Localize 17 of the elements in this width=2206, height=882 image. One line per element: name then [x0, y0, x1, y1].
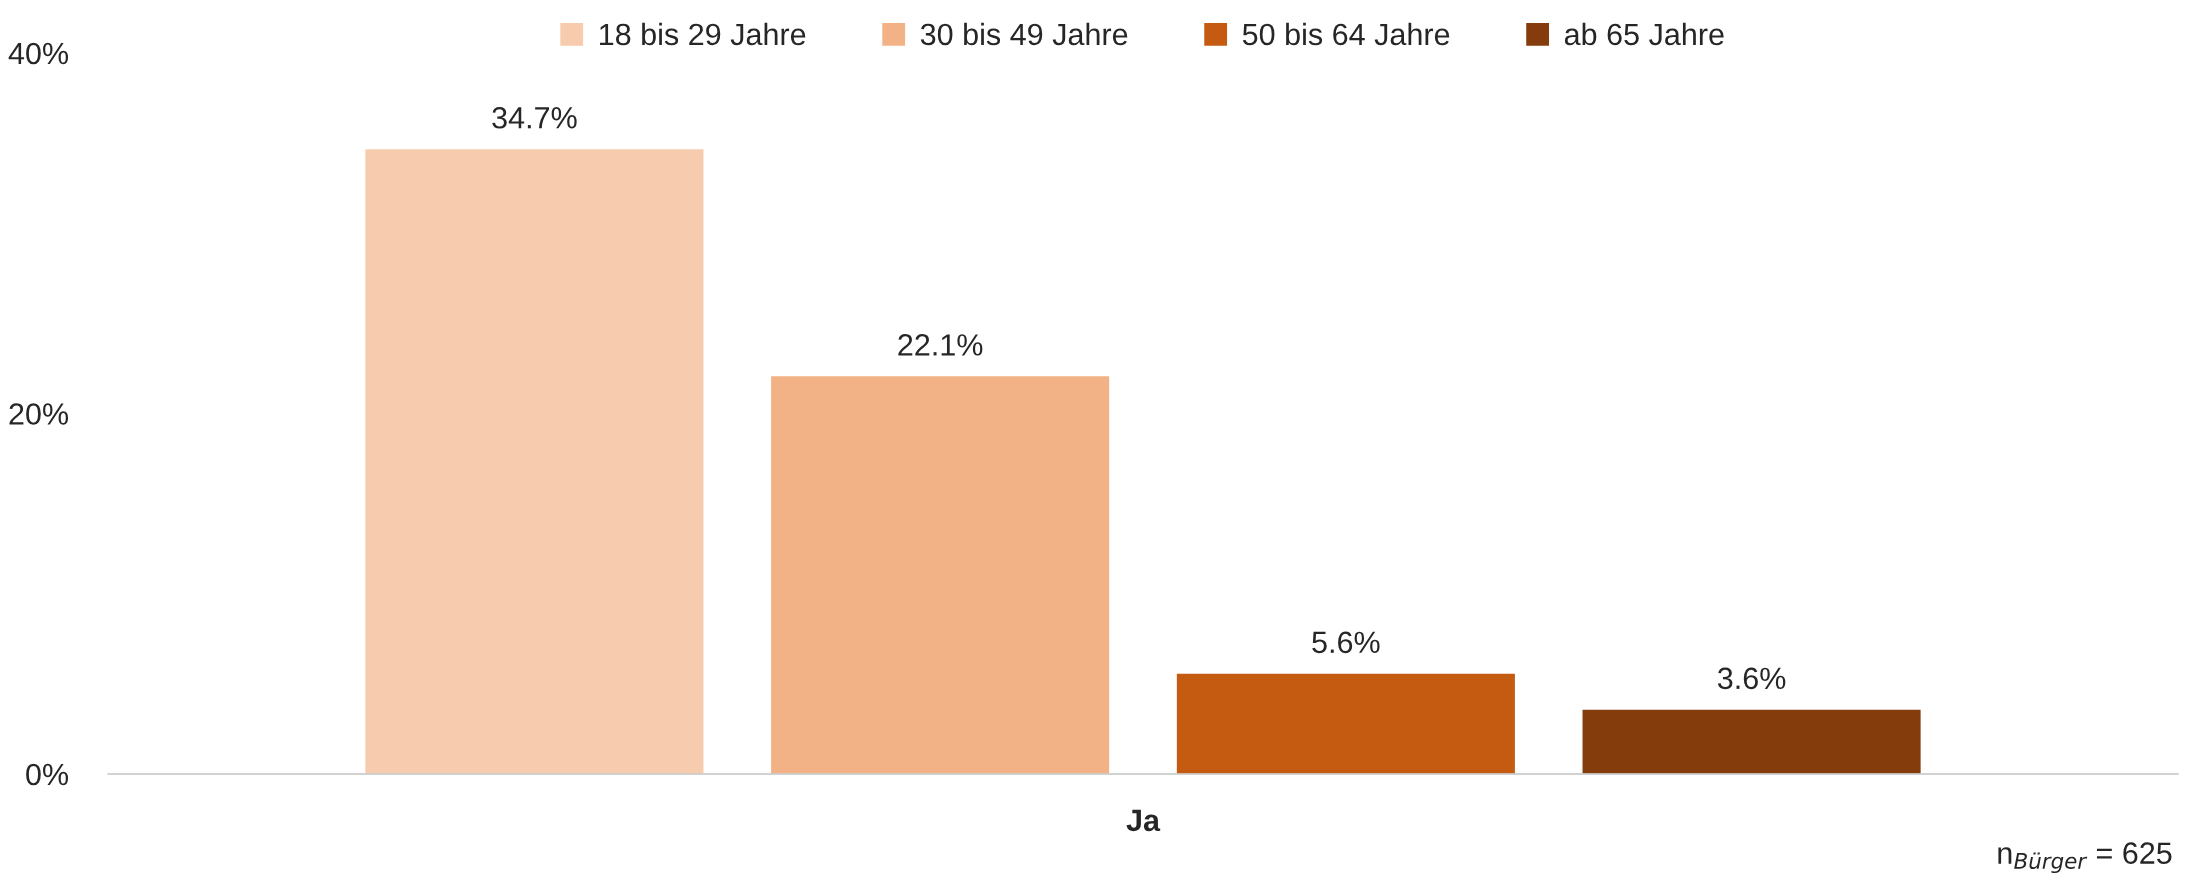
bar	[769, 374, 1111, 774]
bar	[1581, 708, 1923, 774]
legend-label: ab 65 Jahre	[1564, 22, 1724, 46]
y-tick-label: 0%	[26, 763, 69, 786]
legend-label: 30 bis 49 Jahre	[920, 22, 1128, 46]
data-label: 22.1%	[898, 334, 983, 356]
data-label: 5.6%	[1312, 631, 1380, 654]
data-label: 34.7%	[492, 106, 577, 129]
bar	[363, 147, 705, 774]
y-tick-label: 20%	[9, 403, 69, 425]
bar	[1175, 672, 1517, 774]
legend-label: 50 bis 64 Jahre	[1242, 22, 1450, 46]
x-tick-label: Ja	[1126, 809, 1161, 832]
legend-label: 18 bis 29 Jahre	[600, 22, 806, 46]
text: n$_{Bürger}$ = 625	[1998, 842, 2172, 874]
y-tick-label: 40%	[8, 42, 69, 65]
data-label: 3.6%	[1717, 667, 1786, 690]
